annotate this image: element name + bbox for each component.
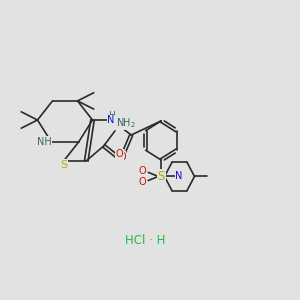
Text: S: S [158,170,165,183]
Text: O: O [116,149,123,159]
Text: H: H [108,111,115,120]
Text: O: O [118,152,126,162]
Text: O: O [139,177,147,187]
Text: NH$_2$: NH$_2$ [116,116,135,130]
Text: N: N [175,172,182,182]
Text: HCl · H: HCl · H [125,233,165,247]
Text: N: N [107,115,114,125]
Text: NH: NH [37,137,52,147]
Text: O: O [139,166,147,176]
Text: S: S [60,160,67,170]
